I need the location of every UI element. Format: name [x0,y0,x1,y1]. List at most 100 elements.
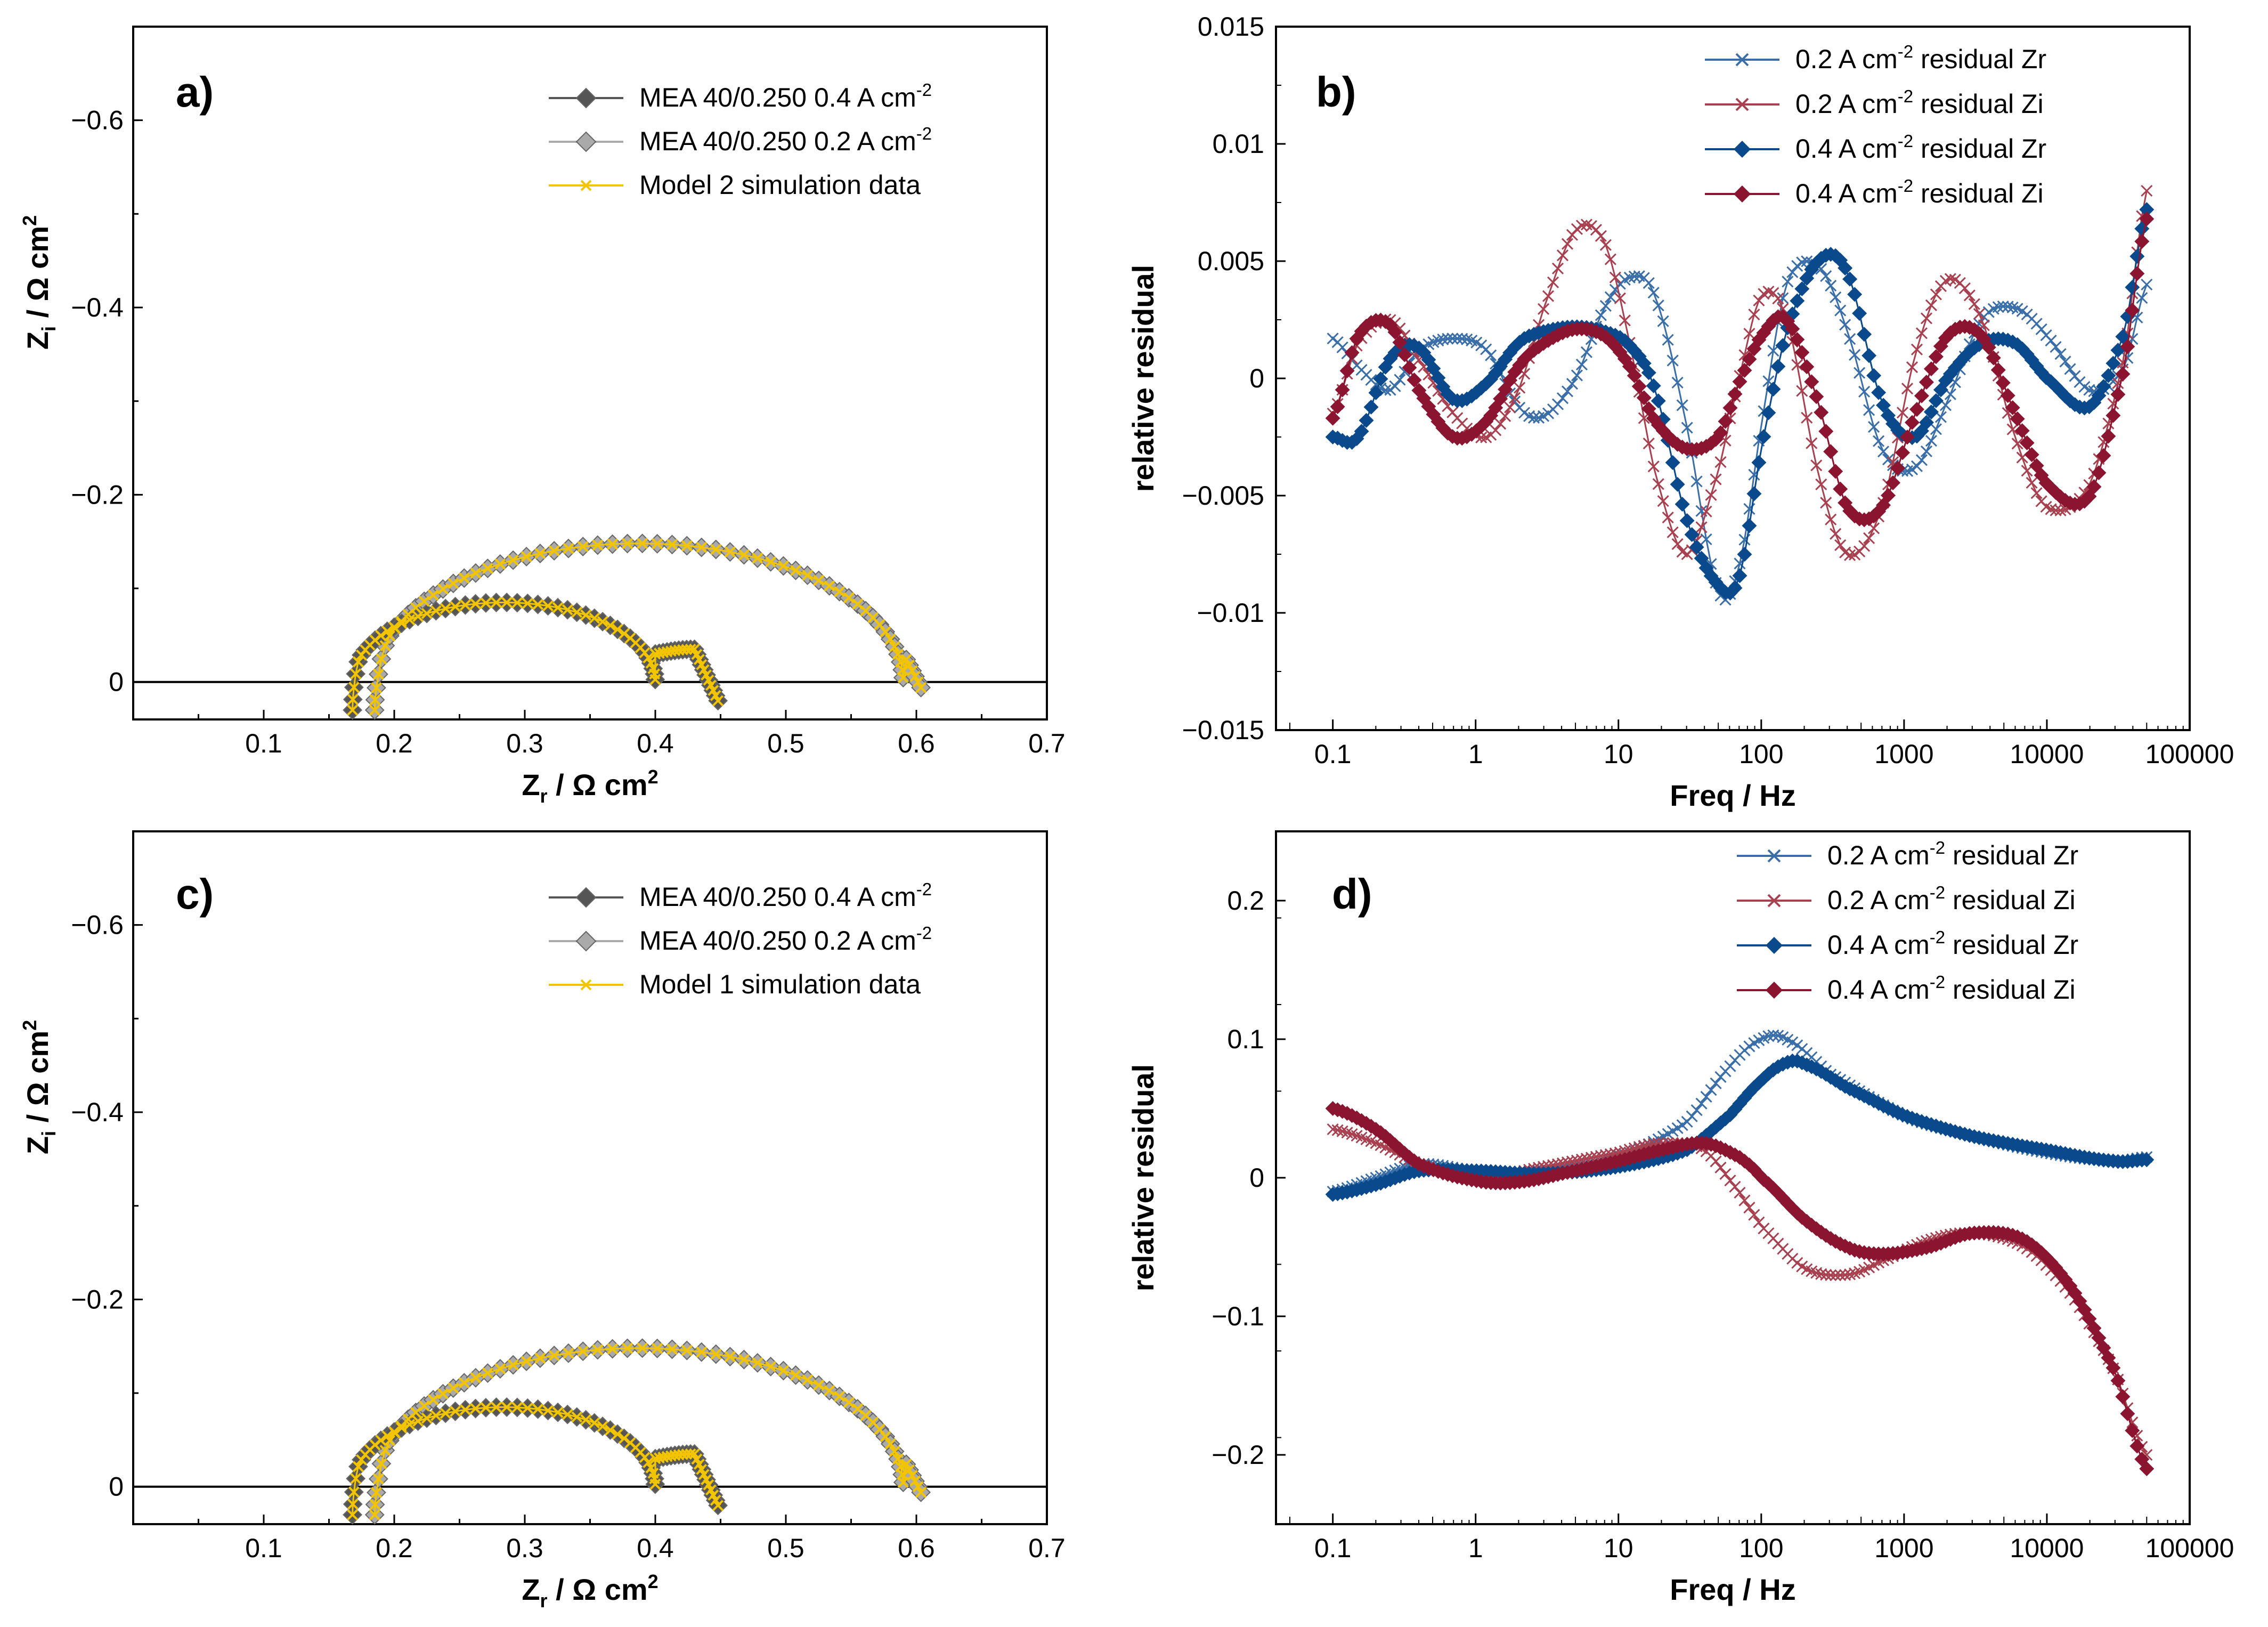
sim-point [396,618,408,629]
sim-point [592,539,604,551]
legend-label: MEA 40/0.250 0.4 A cm-2 [639,879,932,912]
data-point [1857,327,1872,342]
x-tick-label: 1000 [1874,739,1933,769]
data-point [1782,276,1794,288]
data-point [2050,504,2062,516]
data-point [1963,289,1976,302]
data-point [2011,438,2023,450]
sim-point [619,628,630,640]
sim-point [643,652,654,663]
data-point [1900,430,1915,445]
legend: 0.2 A cm-2 residual Zr 0.2 A cm-2 residua… [1737,838,2078,1005]
data-point [1651,393,1666,409]
sim-point [375,630,387,642]
sim-point [459,599,471,611]
sim-point [892,1453,904,1465]
data-point [1599,239,1612,251]
data-point [1742,352,1757,367]
data-point [1710,1155,1722,1168]
sim-point [681,1345,693,1356]
sim-point [348,682,360,693]
x-axis-title: Freq / Hz [1670,1573,1795,1606]
data-point [2035,323,2047,335]
sim-point [501,1402,513,1413]
sim-point [501,597,513,608]
data-point [1359,412,1374,428]
legend-marker [575,930,597,952]
legend-marker [1735,53,1749,67]
data-point [1925,299,1937,311]
sim-point [440,603,451,614]
data-point [1858,540,1871,552]
sim-point [347,694,359,705]
sim-point [350,668,362,679]
data-point [1700,505,1712,517]
sim-point [724,546,736,558]
y-tick-label: −0.015 [1182,715,1264,745]
data-point [1930,288,1942,301]
data-point [1494,418,1507,430]
data-point [2101,368,2116,383]
data-point [1896,407,1909,419]
data-point [1700,533,1712,546]
data-point [1944,273,1956,285]
x-tick-label: 0.2 [376,1533,413,1563]
data-point [1911,343,1923,355]
y-tick-label: −0.6 [71,106,124,135]
data-point [1714,456,1727,468]
y-tick-label: −0.2 [1212,1440,1264,1470]
data-point [1890,460,1906,476]
data-point [1556,249,1569,262]
sim-point [900,654,912,665]
data-point [2086,479,2102,495]
data-point [1791,1039,1803,1051]
data-point [2002,301,2014,313]
data-point [1834,304,1847,317]
sim-point [491,1402,502,1413]
series-4 [1325,211,2155,528]
sim-point [666,539,678,551]
data-point [1392,335,1408,350]
sim-point [562,1409,573,1420]
legend-marker [575,131,597,152]
x-tick-label: 0.1 [1314,739,1352,769]
data-point [1537,303,1550,315]
data-point [1695,1097,1708,1110]
data-point [1490,424,1502,436]
data-point [1825,513,1837,525]
data-point [1756,429,1771,444]
data-point [1823,444,1839,459]
sim-point [712,1500,724,1511]
sim-point [350,1473,362,1484]
data-point [1834,1269,1847,1281]
sim-point [619,1432,630,1444]
sim-point [372,668,384,680]
sim-point [480,597,492,609]
data-point [1643,277,1655,289]
data-point [1751,455,1767,470]
sim-point [548,545,560,556]
data-point [1810,1267,1823,1279]
data-point [1772,293,1784,305]
sim-point [897,1477,909,1488]
data-point [2054,348,2067,360]
sim-point [622,1342,633,1354]
sim-point [507,1359,519,1371]
data-point [2136,292,2148,304]
data-point [2026,476,2038,489]
legend-label: MEA 40/0.250 0.2 A cm-2 [639,923,932,956]
data-point [1839,1269,1851,1281]
sim-point [649,674,661,685]
data-point [1767,345,1779,357]
data-point [1986,350,2001,366]
sim-point [824,580,835,592]
data-point [1748,309,1760,321]
data-point [1714,1161,1727,1173]
sim-point [884,633,896,645]
sim-point [448,578,459,589]
data-point [1791,359,1803,371]
x-tick-label: 1 [1468,1533,1483,1563]
sim-point [427,1394,439,1405]
data-point [1847,287,1863,302]
data-point [1614,292,1626,304]
